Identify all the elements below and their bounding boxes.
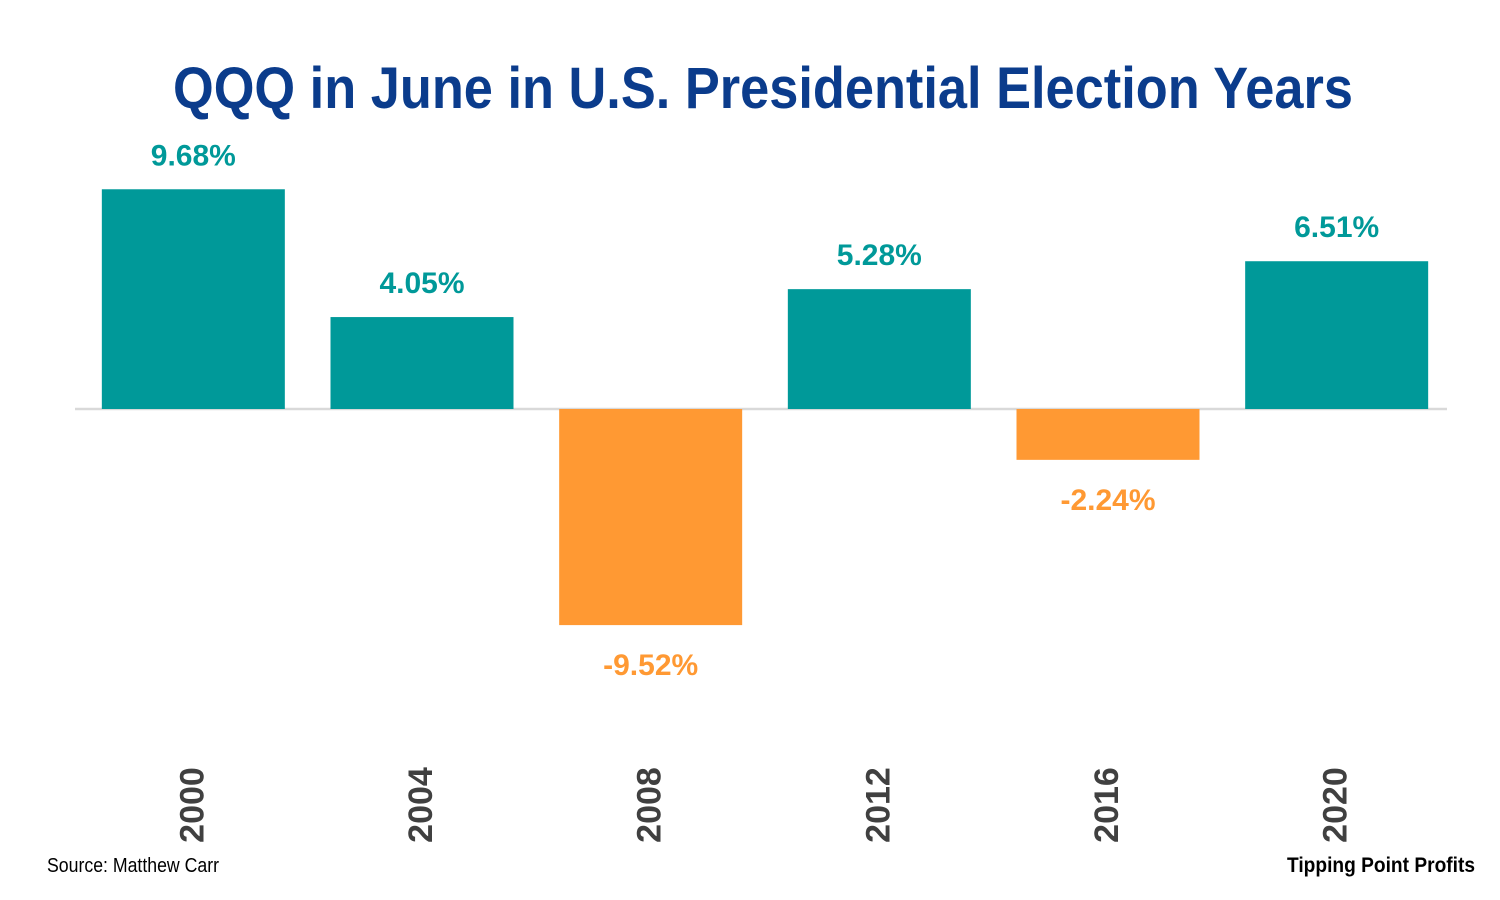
- x-tick-2020: 2020: [1317, 767, 1355, 843]
- x-tick-2016: 2016: [1088, 767, 1126, 843]
- x-tick-2000: 2000: [173, 767, 211, 843]
- source-note: Source: Matthew Carr: [47, 855, 219, 877]
- value-label-2012: 5.28%: [837, 239, 922, 272]
- bar-2012: [787, 289, 971, 409]
- value-label-2008: -9.52%: [603, 649, 698, 682]
- bars-group: [101, 189, 1429, 626]
- bar-2004: [330, 317, 514, 409]
- value-label-2020: 6.51%: [1294, 211, 1379, 244]
- brand-name: Tipping Point Profits: [1287, 854, 1475, 877]
- value-labels-group: 9.68% 4.05% -9.52% 5.28% -2.24% 6.51%: [151, 139, 1379, 682]
- x-tick-2008: 2008: [631, 767, 669, 843]
- value-label-2016: -2.24%: [1060, 484, 1155, 517]
- x-tick-labels-group: 2000 2004 2008 2012 2016 2020: [173, 767, 1354, 843]
- bar-2000: [101, 189, 285, 409]
- value-label-2004: 4.05%: [379, 267, 464, 300]
- bar-2016: [1016, 409, 1200, 460]
- bar-2020: [1245, 261, 1429, 409]
- x-tick-2004: 2004: [402, 767, 440, 843]
- chart-title: QQQ in June in U.S. Presidential Electio…: [173, 56, 1353, 121]
- value-label-2000: 9.68%: [151, 139, 236, 172]
- x-tick-2012: 2012: [859, 767, 897, 843]
- bar-2008: [559, 409, 743, 626]
